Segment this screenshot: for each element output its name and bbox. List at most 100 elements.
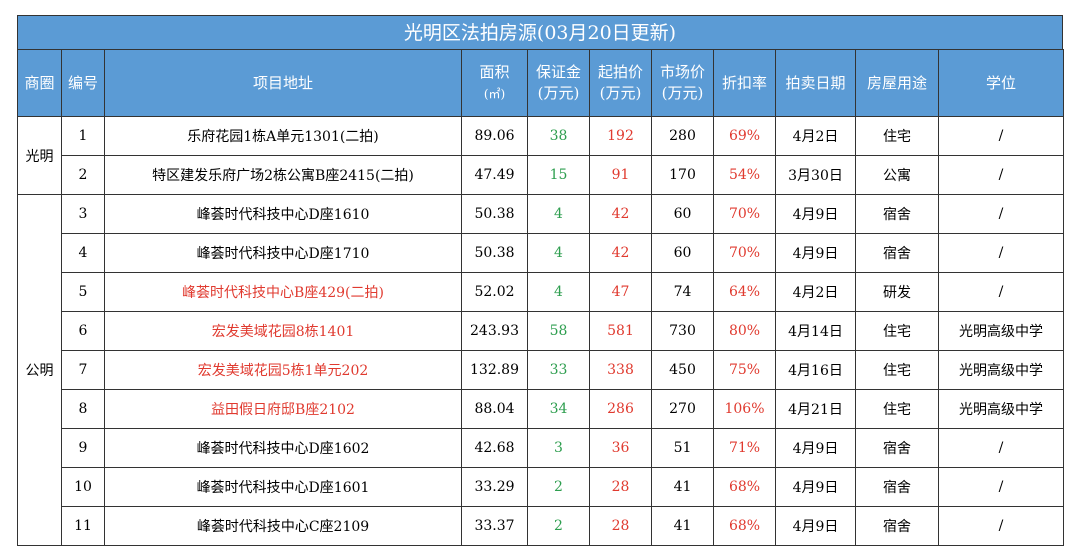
- school-cell: 光明高级中学: [938, 350, 1064, 390]
- header-school: 学位: [938, 49, 1064, 117]
- school-cell: 光明高级中学: [938, 389, 1064, 429]
- deposit-cell: 2: [527, 467, 590, 507]
- usage-cell: 公寓: [855, 155, 939, 195]
- school-cell: /: [938, 467, 1064, 507]
- no-cell: 2: [61, 155, 105, 195]
- market-price-cell: 74: [651, 272, 714, 312]
- usage-cell: 宿舍: [855, 506, 939, 546]
- auction-date-cell: 4月16日: [775, 350, 856, 390]
- market-price-cell: 730: [651, 311, 714, 351]
- auction-date-cell: 4月9日: [775, 428, 856, 468]
- header-start-price: 起拍价 (万元): [589, 49, 652, 117]
- deposit-cell: 4: [527, 194, 590, 234]
- market-price-cell: 51: [651, 428, 714, 468]
- no-cell: 1: [61, 116, 105, 156]
- area-cell: 243.93: [461, 311, 528, 351]
- header-row: 商圈 编号 项目地址 面积 (㎡) 保证金 (万元) 起拍价 (万元) 市场价 (万元)…: [17, 49, 1064, 117]
- address-cell: 峰荟时代科技中心D座1601: [104, 467, 462, 507]
- area-cell: 33.29: [461, 467, 528, 507]
- table-row: 7 宏发美域花园5栋1单元202 132.89 33 338 450 75% 4月16日 住宅光…: [18, 350, 1064, 390]
- no-cell: 6: [61, 311, 105, 351]
- usage-cell: 住宅: [855, 116, 939, 156]
- area-cell: 47.49: [461, 155, 528, 195]
- address-cell: 峰荟时代科技中心B座429(二拍): [104, 272, 462, 312]
- usage-cell: 住宅: [855, 350, 939, 390]
- auction-listing-sheet: 光明区法拍房源(03月20日更新) 商圈 编号 项目地址 面积 (㎡) 保证金 (万…: [17, 15, 1064, 546]
- table-row: 9 峰荟时代科技中心D座1602 42.68 3 36 51 71% 4月9日 宿舍 /: [18, 428, 1064, 468]
- market-price-cell: 60: [651, 194, 714, 234]
- school-cell: /: [938, 428, 1064, 468]
- start-price-cell: 28: [589, 467, 652, 507]
- deposit-cell: 34: [527, 389, 590, 429]
- deposit-cell: 4: [527, 272, 590, 312]
- header-discount: 折扣率: [713, 49, 776, 117]
- auction-date-cell: 4月9日: [775, 506, 856, 546]
- market-price-cell: 450: [651, 350, 714, 390]
- address-cell: 特区建发乐府广场2栋公寓B座2415(二拍): [104, 155, 462, 195]
- header-usage: 房屋用途: [855, 49, 939, 117]
- start-price-cell: 91: [589, 155, 652, 195]
- deposit-cell: 58: [527, 311, 590, 351]
- listing-body: 光明 1 乐府花园1栋A单元1301(二拍) 89.06 38 192 280 69% 4月2日…: [17, 116, 1064, 546]
- address-cell: 峰荟时代科技中心C座2109: [104, 506, 462, 546]
- discount-cell: 68%: [713, 506, 776, 546]
- market-price-cell: 41: [651, 467, 714, 507]
- table-row: 5 峰荟时代科技中心B座429(二拍) 52.02 4 47 74 64% 4月2日 研发 /: [18, 272, 1064, 312]
- discount-cell: 106%: [713, 389, 776, 429]
- market-price-cell: 280: [651, 116, 714, 156]
- no-cell: 11: [61, 506, 105, 546]
- usage-cell: 宿舍: [855, 467, 939, 507]
- start-price-cell: 192: [589, 116, 652, 156]
- market-price-cell: 60: [651, 233, 714, 273]
- usage-cell: 住宅: [855, 311, 939, 351]
- area-cell: 132.89: [461, 350, 528, 390]
- discount-cell: 80%: [713, 311, 776, 351]
- table-row: 11 峰荟时代科技中心C座2109 33.37 2 28 41 68% 4月9日 宿舍 /: [18, 506, 1064, 546]
- address-cell: 峰荟时代科技中心D座1610: [104, 194, 462, 234]
- auction-date-cell: 4月21日: [775, 389, 856, 429]
- usage-cell: 宿舍: [855, 194, 939, 234]
- header-district: 商圈: [17, 49, 62, 117]
- address-cell: 峰荟时代科技中心D座1602: [104, 428, 462, 468]
- area-cell: 33.37: [461, 506, 528, 546]
- start-price-cell: 286: [589, 389, 652, 429]
- auction-date-cell: 4月14日: [775, 311, 856, 351]
- no-cell: 7: [61, 350, 105, 390]
- usage-cell: 宿舍: [855, 428, 939, 468]
- discount-cell: 71%: [713, 428, 776, 468]
- start-price-cell: 338: [589, 350, 652, 390]
- auction-date-cell: 4月2日: [775, 116, 856, 156]
- deposit-cell: 33: [527, 350, 590, 390]
- start-price-cell: 42: [589, 233, 652, 273]
- table-row: 4 峰荟时代科技中心D座1710 50.38 4 42 60 70% 4月9日 宿舍 /: [18, 233, 1064, 273]
- usage-cell: 宿舍: [855, 233, 939, 273]
- address-cell: 宏发美域花园8栋1401: [104, 311, 462, 351]
- no-cell: 10: [61, 467, 105, 507]
- school-cell: /: [938, 155, 1064, 195]
- discount-cell: 68%: [713, 467, 776, 507]
- district-cell: 光明: [17, 116, 62, 195]
- header-deposit: 保证金 (万元): [527, 49, 590, 117]
- table-row: 公明 3 峰荟时代科技中心D座1610 50.38 4 42 60 70% 4月9日 宿舍 /: [17, 194, 1064, 546]
- address-cell: 宏发美域花园5栋1单元202: [104, 350, 462, 390]
- discount-cell: 54%: [713, 155, 776, 195]
- discount-cell: 70%: [713, 233, 776, 273]
- market-price-cell: 170: [651, 155, 714, 195]
- deposit-cell: 2: [527, 506, 590, 546]
- auction-date-cell: 4月2日: [775, 272, 856, 312]
- usage-cell: 住宅: [855, 389, 939, 429]
- address-cell: 益田假日府邸B座2102: [104, 389, 462, 429]
- deposit-cell: 38: [527, 116, 590, 156]
- auction-date-cell: 4月9日: [775, 467, 856, 507]
- no-cell: 9: [61, 428, 105, 468]
- area-cell: 50.38: [461, 194, 528, 234]
- area-cell: 88.04: [461, 389, 528, 429]
- listing-table: 商圈 编号 项目地址 面积 (㎡) 保证金 (万元) 起拍价 (万元) 市场价 (万元)…: [17, 49, 1064, 546]
- sheet-title: 光明区法拍房源(03月20日更新): [17, 15, 1063, 49]
- market-price-cell: 270: [651, 389, 714, 429]
- area-cell: 52.02: [461, 272, 528, 312]
- discount-cell: 75%: [713, 350, 776, 390]
- market-price-cell: 41: [651, 506, 714, 546]
- start-price-cell: 28: [589, 506, 652, 546]
- auction-date-cell: 4月9日: [775, 194, 856, 234]
